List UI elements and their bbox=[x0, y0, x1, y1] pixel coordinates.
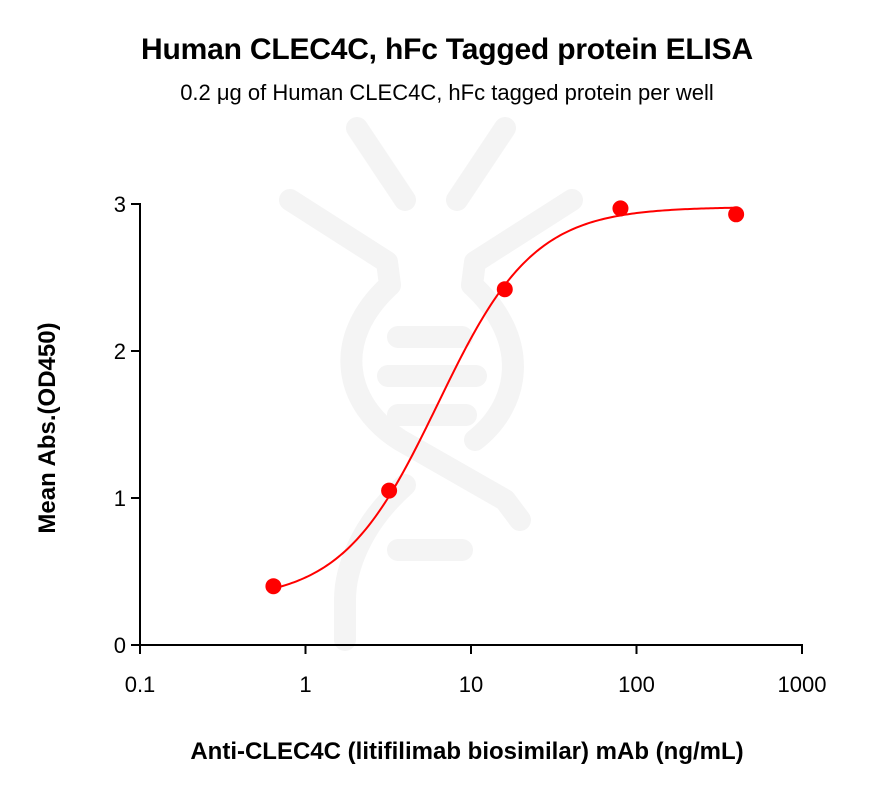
y-tick-label: 3 bbox=[114, 192, 126, 217]
y-tick-label: 2 bbox=[114, 339, 126, 364]
y-tick-label: 0 bbox=[114, 633, 126, 658]
data-point bbox=[612, 200, 629, 217]
chart-subtitle: 0.2 μg of Human CLEC4C, hFc tagged prote… bbox=[180, 80, 714, 105]
x-tick-label: 0.1 bbox=[125, 672, 156, 697]
dna-watermark-icon bbox=[279, 117, 583, 651]
x-tick-label: 1000 bbox=[778, 672, 827, 697]
y-axis-label: Mean Abs.(OD450) bbox=[34, 322, 61, 534]
data-point bbox=[496, 281, 513, 298]
data-points bbox=[265, 200, 745, 595]
x-tick-label: 10 bbox=[459, 672, 483, 697]
data-point bbox=[381, 482, 398, 499]
x-tick-label: 100 bbox=[618, 672, 655, 697]
y-tick-label: 1 bbox=[114, 486, 126, 511]
chart-title: Human CLEC4C, hFc Tagged protein ELISA bbox=[141, 33, 753, 66]
x-axis-label: Anti-CLEC4C (litifilimab biosimilar) mAb… bbox=[190, 738, 744, 765]
data-point bbox=[265, 578, 282, 595]
data-point bbox=[728, 206, 745, 223]
axes: 0.1 1 10 100 1000 0 1 2 3 bbox=[114, 192, 827, 697]
x-tick-label: 1 bbox=[299, 672, 311, 697]
